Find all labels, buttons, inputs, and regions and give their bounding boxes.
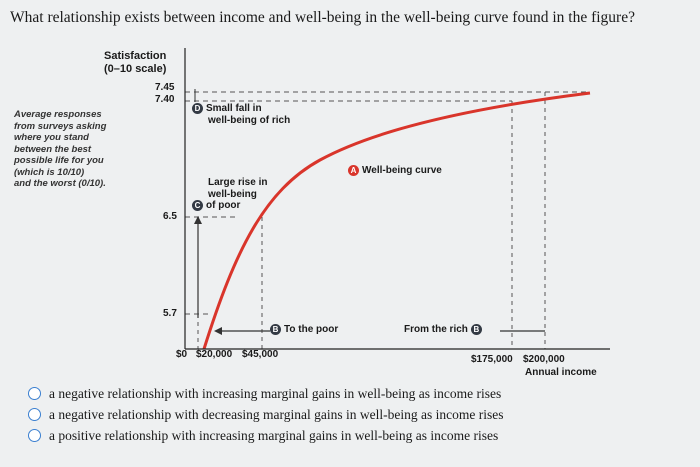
y-axis-title-line2: (0–10 scale) bbox=[104, 62, 167, 75]
arrow-head-left bbox=[214, 327, 222, 335]
badge-c-icon: C bbox=[192, 200, 203, 211]
label-c-line2: well-being bbox=[208, 188, 257, 200]
side-note-line: where you stand bbox=[14, 132, 89, 144]
x-tick-45000: $45,000 bbox=[242, 349, 279, 360]
x-tick-175000: $175,000 bbox=[471, 354, 513, 365]
label-c-line1: Large rise in bbox=[208, 177, 268, 188]
y-tick-7-40: 7.40 bbox=[155, 94, 175, 105]
radio-button[interactable] bbox=[28, 387, 41, 400]
label-b-right-text: From the rich bbox=[404, 324, 468, 336]
side-note-line: (which is 10/10) bbox=[14, 166, 85, 178]
option-1[interactable]: a negative relationship with increasing … bbox=[28, 383, 504, 404]
side-note-line: and the worst (0/10). bbox=[14, 178, 106, 190]
option-2[interactable]: a negative relationship with decreasing … bbox=[28, 404, 504, 425]
label-b-left-text: To the poor bbox=[284, 324, 339, 336]
y-axis-title: Satisfaction (0–10 scale) bbox=[104, 50, 166, 75]
figure: Satisfaction (0–10 scale) 7.45 7.40 6.5 … bbox=[14, 48, 610, 378]
option-label: a positive relationship with increasing … bbox=[49, 427, 499, 443]
label-d-line2: well-being of rich bbox=[208, 114, 291, 126]
label-c-line3: of poor bbox=[206, 200, 241, 212]
side-note-line: possible life for you bbox=[14, 155, 104, 167]
label-d-line1: Small fall in bbox=[206, 103, 262, 115]
badge-b-icon: B bbox=[270, 324, 281, 335]
radio-button[interactable] bbox=[28, 429, 41, 442]
badge-a-icon: A bbox=[348, 165, 359, 176]
badge-b-icon: B bbox=[470, 324, 482, 335]
y-axis-title-line1: Satisfaction bbox=[104, 50, 167, 62]
x-tick-0: $0 bbox=[176, 349, 188, 360]
y-tick-7-45: 7.45 bbox=[155, 82, 175, 93]
side-note-line: between the best bbox=[14, 143, 92, 155]
label-b-left: B To the poor bbox=[270, 324, 338, 336]
question-text: What relationship exists between income … bbox=[10, 9, 635, 26]
figure-graphics bbox=[184, 48, 610, 350]
side-note-line: from surveys asking bbox=[14, 120, 107, 132]
radio-button[interactable] bbox=[28, 408, 41, 421]
arrow-head-up bbox=[194, 216, 202, 224]
side-note-line: Average responses bbox=[14, 109, 102, 120]
option-3[interactable]: a positive relationship with increasing … bbox=[28, 425, 504, 446]
option-label: a negative relationship with increasing … bbox=[49, 385, 502, 401]
label-a: A Well-being curve bbox=[348, 165, 442, 177]
label-d: D Small fall in well-being of rich bbox=[192, 103, 290, 126]
side-note: Average responses from surveys asking wh… bbox=[14, 109, 106, 190]
answer-options: a negative relationship with increasing … bbox=[28, 383, 504, 446]
label-a-text: Well-being curve bbox=[362, 165, 442, 177]
option-label: a negative relationship with decreasing … bbox=[49, 406, 504, 422]
y-tick-5-7: 5.7 bbox=[163, 308, 177, 319]
x-tick-20000: $20,000 bbox=[196, 349, 233, 360]
label-b-right: From the rich B bbox=[404, 324, 482, 336]
badge-d-icon: D bbox=[192, 103, 203, 114]
x-tick-200000: $200,000 bbox=[523, 354, 565, 365]
y-tick-6-5: 6.5 bbox=[163, 211, 177, 222]
well-being-curve bbox=[202, 91, 591, 350]
x-axis-title: Annual income bbox=[525, 367, 597, 378]
